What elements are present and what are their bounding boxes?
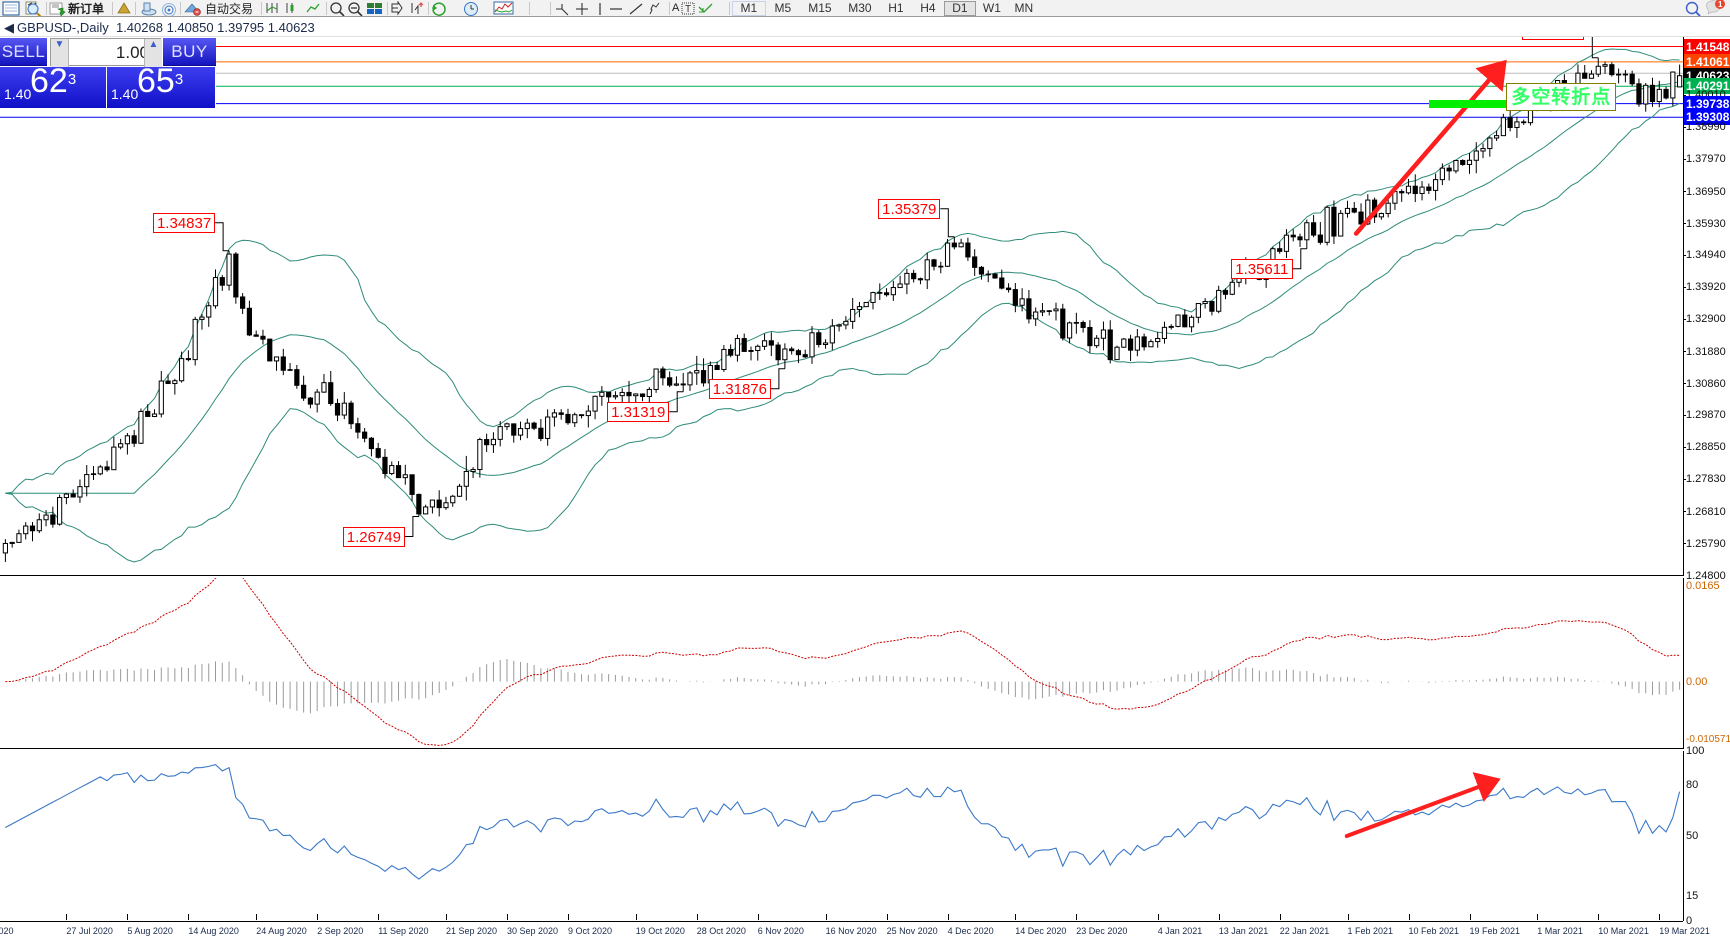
- svg-text:T: T: [685, 4, 691, 15]
- svg-text:1: 1: [1718, 0, 1723, 9]
